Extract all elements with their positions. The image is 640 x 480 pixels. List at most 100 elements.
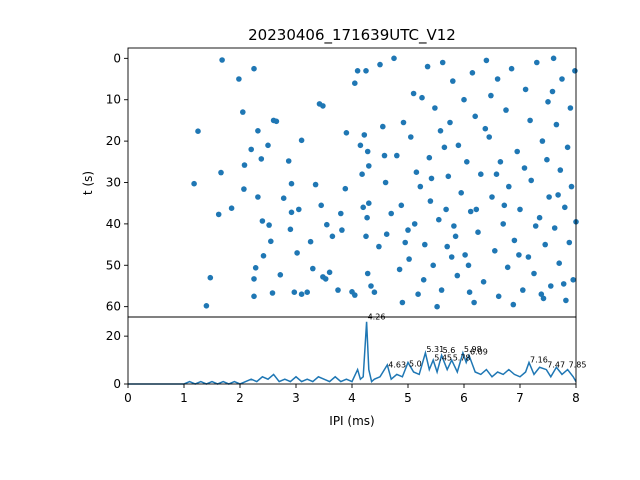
raster-point: [568, 183, 575, 190]
raster-point: [525, 254, 532, 260]
raster-point: [266, 222, 272, 228]
raster-point: [570, 277, 576, 283]
raster-point: [240, 109, 246, 115]
raster-point: [260, 253, 267, 259]
raster-point: [342, 185, 349, 192]
histogram-x-ticks: 0 1 2 3 4 5 6 7 8: [124, 384, 580, 405]
raster-point: [437, 128, 444, 134]
raster-point: [516, 252, 522, 258]
raster-point: [352, 292, 358, 298]
raster-point: [269, 290, 276, 296]
peak-label: 4.63: [388, 360, 406, 369]
raster-point: [438, 287, 445, 293]
raster-point: [422, 241, 428, 248]
histogram-y-tick-label: 0: [113, 377, 121, 391]
raster-point: [506, 183, 512, 190]
raster-point: [482, 125, 489, 132]
raster-point: [443, 206, 449, 213]
raster-point: [501, 202, 508, 209]
raster-point: [218, 169, 224, 176]
raster-point: [324, 221, 330, 228]
raster-y-tick-label: 20: [106, 134, 121, 148]
raster-point: [382, 179, 389, 186]
raster-point: [560, 281, 567, 287]
raster-point: [399, 299, 406, 306]
raster-point: [273, 118, 280, 125]
raster-point: [441, 144, 448, 151]
raster-point: [191, 180, 197, 187]
peak-label: 7.16: [530, 356, 548, 365]
raster-point: [255, 194, 261, 200]
raster-y-tick-label: 40: [106, 217, 121, 231]
raster-point: [494, 76, 501, 82]
raster-point: [363, 68, 369, 74]
raster-point: [326, 269, 333, 276]
raster-point: [277, 272, 284, 278]
raster-point: [462, 252, 468, 258]
raster-points: [191, 55, 579, 310]
raster-point: [458, 190, 465, 196]
raster-point: [294, 250, 300, 256]
raster-point: [447, 119, 453, 126]
raster-point: [448, 254, 455, 260]
raster-point: [452, 233, 459, 240]
raster-point: [532, 223, 539, 229]
raster-point: [424, 63, 431, 70]
raster-point: [550, 55, 557, 62]
raster-point: [304, 289, 311, 296]
raster-point: [380, 123, 386, 130]
raster-point: [544, 156, 550, 163]
raster-point: [361, 132, 368, 138]
raster-point: [408, 134, 414, 140]
raster-point: [259, 218, 266, 224]
raster-point: [539, 138, 546, 144]
raster-point: [508, 65, 515, 72]
raster-point: [451, 223, 457, 229]
raster-point: [480, 279, 487, 285]
raster-point: [241, 162, 248, 168]
raster-point: [488, 92, 494, 99]
raster-point: [417, 183, 424, 190]
raster-y-label: t (s): [81, 171, 95, 195]
raster-point: [419, 94, 425, 101]
raster-point: [555, 192, 561, 198]
raster-point: [329, 233, 336, 240]
raster-point: [500, 221, 507, 227]
raster-y-tick-label: 30: [106, 176, 121, 190]
raster-point: [540, 295, 547, 302]
raster-point: [511, 237, 518, 244]
raster-point: [557, 167, 564, 173]
raster-point: [520, 287, 526, 293]
raster-point: [405, 227, 411, 233]
ipi-histogram: 4.264.63 5.05.315.455.65.785.986.097.167.…: [106, 313, 587, 428]
raster-point: [551, 225, 558, 231]
raster-point: [527, 117, 533, 124]
raster-y-tick-label: 0: [113, 51, 121, 65]
raster-point: [359, 171, 365, 177]
raster-point: [251, 293, 257, 300]
raster-y-tick-label: 10: [106, 93, 121, 107]
histogram-peak-labels: 4.264.63 5.05.315.455.65.785.986.097.167.…: [368, 313, 587, 370]
peak-label: 7.85: [569, 360, 587, 369]
raster-point: [455, 142, 462, 149]
peak-label: 7.47: [547, 360, 565, 369]
raster-point: [298, 291, 305, 298]
raster-point: [388, 210, 395, 217]
raster-point: [255, 128, 261, 134]
raster-point: [219, 57, 225, 63]
raster-point: [252, 265, 259, 271]
raster-point: [445, 173, 452, 180]
raster-point: [203, 303, 210, 309]
raster-point: [461, 96, 467, 103]
raster-point: [241, 186, 247, 192]
histogram-x-tick-label: 6: [460, 391, 468, 405]
raster-point: [352, 80, 358, 86]
raster-point: [546, 194, 552, 200]
histogram-line: [128, 321, 577, 385]
raster-point: [432, 105, 438, 111]
raster-point: [368, 283, 374, 289]
raster-point: [363, 233, 369, 240]
raster-point: [343, 130, 350, 136]
raster-point: [420, 277, 427, 283]
